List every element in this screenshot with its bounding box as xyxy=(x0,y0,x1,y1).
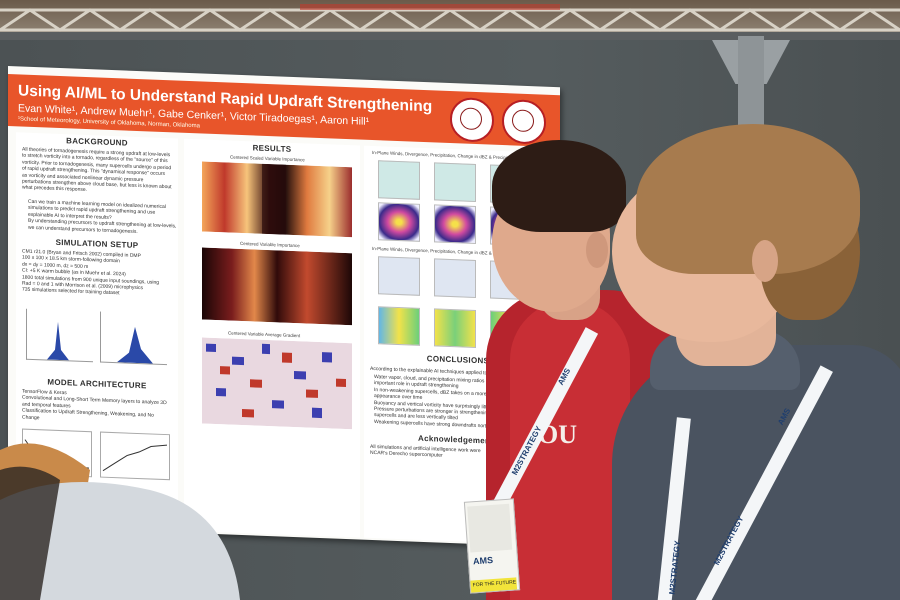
storm-plot xyxy=(378,256,420,296)
histogram-figure-image xyxy=(117,326,153,364)
ear xyxy=(586,232,608,268)
poster-column-middle: RESULTS Centered Scaled Variable Importa… xyxy=(184,138,360,538)
simulation-text: CM1 r21.0 (Bryan and Fritsch 2002) compi… xyxy=(22,249,159,299)
heatmap-variable-importance xyxy=(202,247,352,326)
figure-caption: Centered Variable Average Gradient xyxy=(228,330,301,339)
storm-plot xyxy=(378,160,420,200)
ear xyxy=(752,240,778,282)
background-text: All theories of tornadogenesis require a… xyxy=(22,147,172,198)
dark-hair xyxy=(492,140,626,232)
research-poster: Using AI/ML to Understand Rapid Updraft … xyxy=(8,66,560,548)
histogram-figure-image xyxy=(47,321,69,361)
badge-ams-label: AMS xyxy=(472,554,494,567)
storm-plot xyxy=(434,308,476,348)
heatmap-average-gradient xyxy=(202,337,352,430)
figure-caption: Centered Scaled Variable Importance xyxy=(230,154,305,163)
histogram-figure xyxy=(100,311,167,366)
histogram-figure xyxy=(26,308,93,363)
conclusions-text: Water vapor, cloud, and precipitation mi… xyxy=(374,374,502,430)
storm-plot xyxy=(434,162,476,202)
university-seal-logo xyxy=(502,98,546,145)
architecture-text: TensorFlow & Keras Convolutional and Lon… xyxy=(22,389,167,427)
school-seal-logo xyxy=(450,96,494,143)
question-text: Can we train a machine learning model on… xyxy=(28,199,176,237)
accuracy-curve-image xyxy=(102,444,168,472)
badge-strip: FOR THE FUTURE xyxy=(470,577,518,593)
accuracy-curve-figure xyxy=(100,431,170,481)
storm-plot xyxy=(434,258,476,298)
figure-caption: Centered Variable Importance xyxy=(240,240,300,249)
figure-caption: In-Plane Winds, Divergence, Precipitatio… xyxy=(372,149,518,161)
storm-plot xyxy=(434,204,476,244)
heatmap-variable-importance-scaled xyxy=(202,161,352,238)
storm-plot xyxy=(378,306,420,346)
foreground-shoulder xyxy=(0,443,240,600)
light-brown-hair xyxy=(636,124,860,274)
badge-card xyxy=(467,503,513,553)
results-heading: RESULTS xyxy=(252,143,292,154)
name-badge: AMS FOR THE FUTURE xyxy=(463,498,521,594)
acknowledgements-text: All simulations and artificial intellige… xyxy=(370,444,481,461)
badge-strip-text: FOR THE FUTURE xyxy=(472,579,517,589)
ceiling-truss xyxy=(0,4,900,44)
storm-plot xyxy=(378,202,420,242)
